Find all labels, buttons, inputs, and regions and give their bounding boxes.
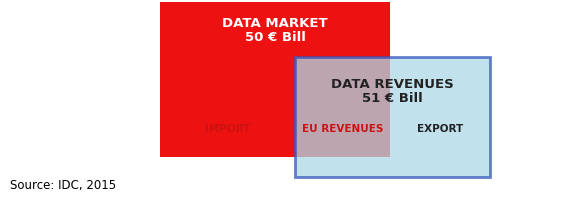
Text: EU REVENUES: EU REVENUES xyxy=(302,124,383,134)
Bar xyxy=(160,2,390,157)
Text: 51 € Bill: 51 € Bill xyxy=(362,92,423,105)
Bar xyxy=(295,57,490,177)
Text: DATA REVENUES: DATA REVENUES xyxy=(331,78,454,91)
Text: 50 € Bill: 50 € Bill xyxy=(245,31,306,44)
Text: IMPORT: IMPORT xyxy=(205,124,250,134)
Text: Source: IDC, 2015: Source: IDC, 2015 xyxy=(10,179,116,192)
Text: DATA MARKET: DATA MARKET xyxy=(222,17,328,30)
Text: EXPORT: EXPORT xyxy=(417,124,463,134)
